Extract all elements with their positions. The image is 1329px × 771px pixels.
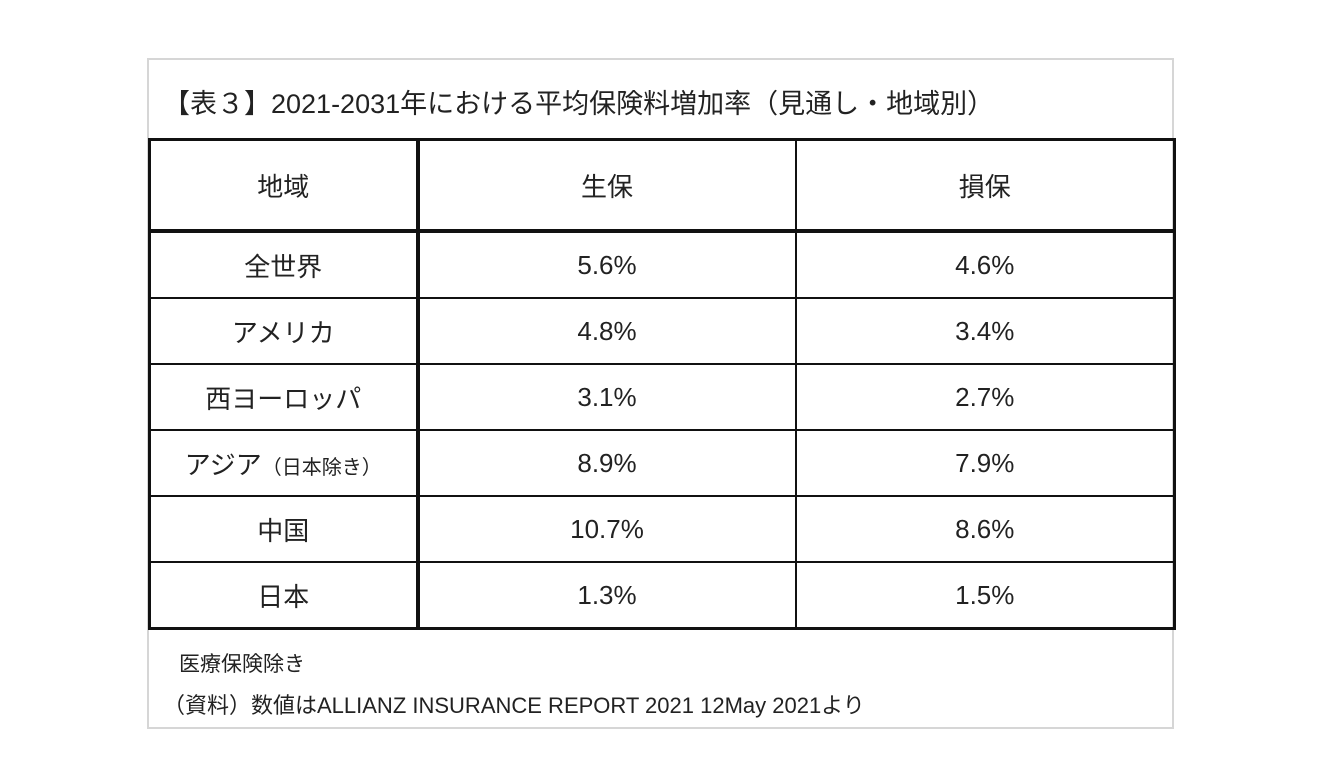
header-cell: 生保 <box>416 138 797 233</box>
region-cell: 中国 <box>148 495 420 563</box>
table-row: 日本 1.3% 1.5% <box>148 561 1176 630</box>
nonlife-rate-cell: 2.7% <box>794 363 1176 431</box>
region-cell: 日本 <box>148 561 420 630</box>
document-frame: 【表３】2021-2031年における平均保険料増加率（見通し・地域別） 地域 生保… <box>147 58 1176 729</box>
region-name: 日本 <box>257 581 310 612</box>
header-cell: 地域 <box>148 138 420 233</box>
source-note: （資料）数値はALLIANZ INSURANCE REPORT 2021 12M… <box>163 693 865 718</box>
life-rate-cell: 8.9% <box>416 429 797 497</box>
region-note: （日本除き） <box>261 456 382 479</box>
data-table: 地域 生保 損保 全世界 5.6% 4.6% アメリカ 4.8% 3.4% 西ヨーロッパ 3.1%… <box>148 138 1176 630</box>
life-rate-cell: 10.7% <box>416 495 797 563</box>
region-name: アジア <box>184 449 262 480</box>
region-name: アメリカ <box>231 317 335 348</box>
region-name: 西ヨーロッパ <box>205 383 362 414</box>
footnote: 医療保険除き <box>179 653 305 676</box>
life-rate-cell: 4.8% <box>416 297 797 365</box>
header-cell: 損保 <box>794 138 1176 233</box>
region-name: 全世界 <box>244 251 323 282</box>
table-row: アメリカ 4.8% 3.4% <box>148 297 1176 365</box>
region-cell: アジア（日本除き） <box>148 429 420 497</box>
region-name: 中国 <box>257 515 310 546</box>
region-cell: 全世界 <box>148 229 420 299</box>
life-rate-cell: 5.6% <box>416 229 797 299</box>
title: 【表３】2021-2031年における平均保険料増加率（見通し・地域別） <box>163 89 995 119</box>
nonlife-rate-cell: 1.5% <box>794 561 1176 630</box>
table-row: アジア（日本除き） 8.9% 7.9% <box>148 429 1176 497</box>
nonlife-rate-cell: 7.9% <box>794 429 1176 497</box>
table-row: 西ヨーロッパ 3.1% 2.7% <box>148 363 1176 431</box>
nonlife-rate-cell: 3.4% <box>794 297 1176 365</box>
table-row: 中国 10.7% 8.6% <box>148 495 1176 563</box>
table-row: 全世界 5.6% 4.6% <box>148 229 1176 299</box>
nonlife-rate-cell: 4.6% <box>794 229 1176 299</box>
life-rate-cell: 1.3% <box>416 561 797 630</box>
life-rate-cell: 3.1% <box>416 363 797 431</box>
region-cell: アメリカ <box>148 297 420 365</box>
header-row: 地域 生保 損保 <box>148 138 1176 233</box>
region-cell: 西ヨーロッパ <box>148 363 420 431</box>
nonlife-rate-cell: 8.6% <box>794 495 1176 563</box>
